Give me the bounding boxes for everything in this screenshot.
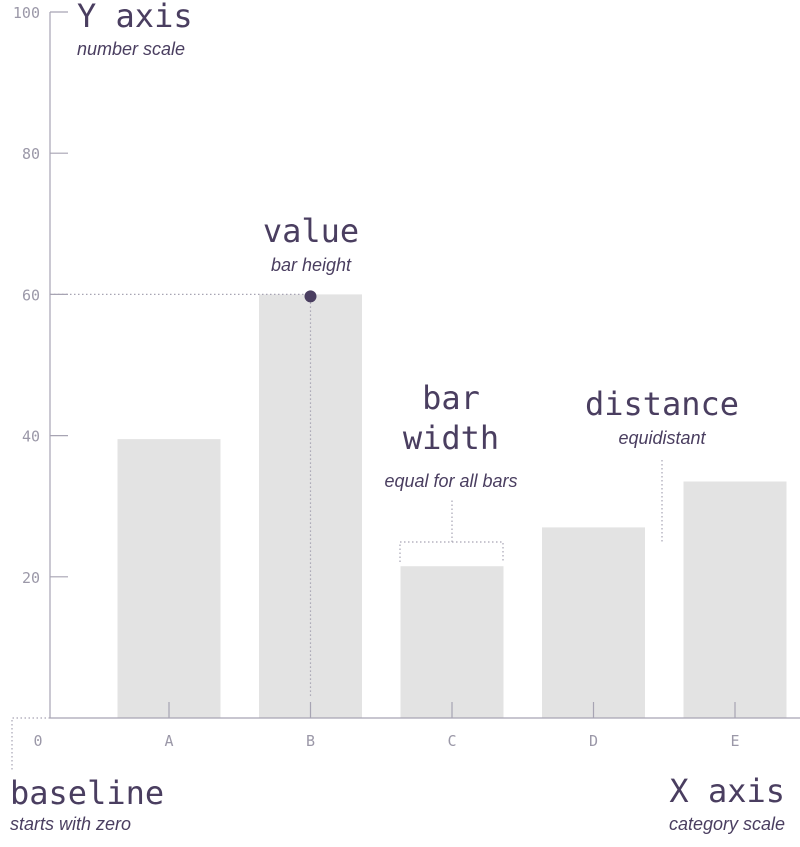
bars (117, 294, 787, 718)
y-axis-subtitle: number scale (77, 39, 185, 59)
bar-c (400, 566, 504, 718)
y-tick-label: 100 (13, 4, 40, 22)
distance-title: distance (585, 385, 739, 423)
distance-subtitle: equidistant (618, 428, 706, 448)
y-tick-label: 20 (22, 569, 40, 587)
x-axis-title: X axis (669, 772, 785, 810)
x-tick-label: C (447, 732, 456, 750)
x-axis-subtitle: category scale (669, 814, 785, 834)
zero-tick-label: 0 (33, 732, 42, 750)
x-tick-label: A (164, 732, 173, 750)
bar-width-subtitle: equal for all bars (384, 471, 517, 491)
bar-d (542, 527, 645, 718)
y-ticks: 100 80 60 40 20 (13, 4, 68, 587)
bar-a (117, 439, 221, 718)
bar-width-bracket (399, 541, 504, 562)
value-marker-dot (304, 290, 317, 303)
x-ticks: A B C D E (164, 702, 740, 750)
x-tick-label: E (730, 732, 739, 750)
value-title: value (263, 212, 359, 250)
bar-e (683, 481, 787, 718)
baseline-subtitle: starts with zero (10, 814, 131, 834)
baseline-leader-line (11, 717, 50, 772)
x-tick-label: D (589, 732, 598, 750)
y-tick-label: 60 (22, 286, 40, 304)
y-tick-label: 80 (22, 145, 40, 163)
value-subtitle: bar height (271, 255, 352, 275)
y-tick-label: 40 (22, 428, 40, 446)
y-axis-title: Y axis (77, 0, 193, 35)
x-tick-label: B (306, 732, 315, 750)
baseline-title: baseline (10, 774, 164, 812)
bar-width-title-line1: bar (422, 379, 480, 417)
bar-width-title-line2: width (403, 419, 499, 457)
